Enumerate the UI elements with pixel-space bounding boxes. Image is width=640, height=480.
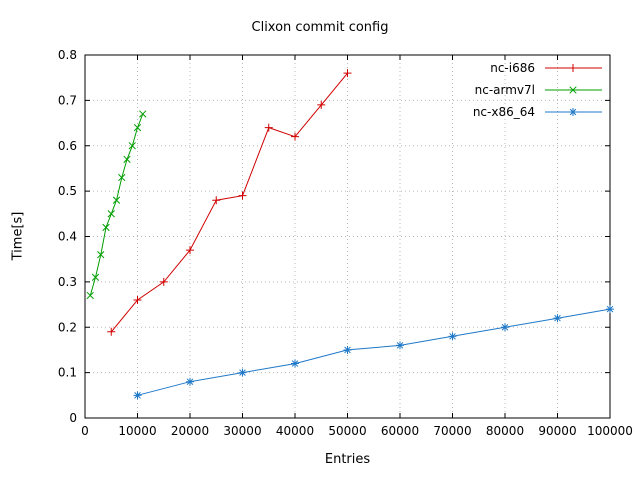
plus-marker [186, 246, 194, 255]
y-tick-label: 0.3 [58, 275, 77, 289]
series-line-nc-armv7l [89, 113, 144, 296]
cross-marker [102, 223, 110, 232]
legend-label: nc-armv7l [475, 83, 535, 97]
x-tick-label: 50000 [328, 424, 366, 438]
x-tick-label: 100000 [587, 424, 633, 438]
chart-title: Clixon commit config [251, 20, 389, 35]
series-line-nc-i686 [110, 72, 348, 333]
plus-marker [159, 277, 168, 286]
y-tick-label: 0.4 [58, 230, 77, 244]
x-tick-label: 60000 [381, 424, 419, 438]
plus-marker [343, 69, 352, 78]
y-tick-label: 0.8 [58, 48, 77, 62]
legend-label: nc-i686 [490, 61, 535, 75]
cross-marker [107, 210, 115, 218]
x-tick-label: 10000 [118, 424, 156, 438]
plus-marker [569, 64, 577, 72]
y-tick-label: 0.2 [58, 320, 77, 334]
x-tick-label: 90000 [538, 424, 576, 438]
y-tick-label: 0.1 [58, 366, 77, 380]
y-tick-label: 0.5 [58, 184, 77, 198]
plus-marker [264, 123, 273, 132]
legend-label: nc-x86_64 [473, 105, 535, 119]
cross-marker [139, 110, 147, 118]
y-tick-label: 0 [69, 411, 77, 425]
star-marker [569, 108, 577, 116]
cross-marker [97, 250, 105, 259]
plus-marker [291, 132, 299, 141]
plot-border [84, 54, 611, 419]
x-tick-label: 0 [81, 424, 89, 438]
cross-marker [112, 196, 121, 204]
star-marker [501, 323, 509, 332]
cross-marker [118, 173, 126, 182]
star-marker [186, 377, 194, 386]
star-marker [553, 314, 562, 323]
star-marker [606, 305, 614, 314]
y-tick-label: 0.7 [58, 93, 77, 107]
x-tick-label: 70000 [433, 424, 471, 438]
plus-marker [212, 196, 221, 205]
x-tick-label: 40000 [276, 424, 314, 438]
plus-marker [107, 327, 116, 336]
cross-marker [128, 142, 136, 150]
cross-marker [91, 273, 100, 281]
star-marker [133, 391, 142, 400]
star-marker [396, 341, 404, 350]
y-tick-label: 0.6 [58, 139, 77, 153]
cross-marker [123, 155, 131, 164]
cross-marker [569, 86, 577, 94]
star-marker [291, 359, 299, 368]
x-tick-label: 20000 [171, 424, 209, 438]
y-axis-label: Time[s] [10, 211, 26, 261]
cross-marker [133, 123, 142, 132]
plus-marker [317, 100, 326, 109]
star-marker [238, 368, 247, 377]
plus-marker [133, 296, 142, 305]
star-marker [448, 332, 457, 341]
series-line-nc-x86_64 [137, 308, 611, 396]
plus-marker [238, 191, 247, 200]
star-marker [343, 345, 352, 354]
cross-marker [86, 291, 94, 300]
x-tick-label: 80000 [486, 424, 524, 438]
x-tick-label: 30000 [223, 424, 261, 438]
x-axis-label: Entries [324, 452, 371, 467]
